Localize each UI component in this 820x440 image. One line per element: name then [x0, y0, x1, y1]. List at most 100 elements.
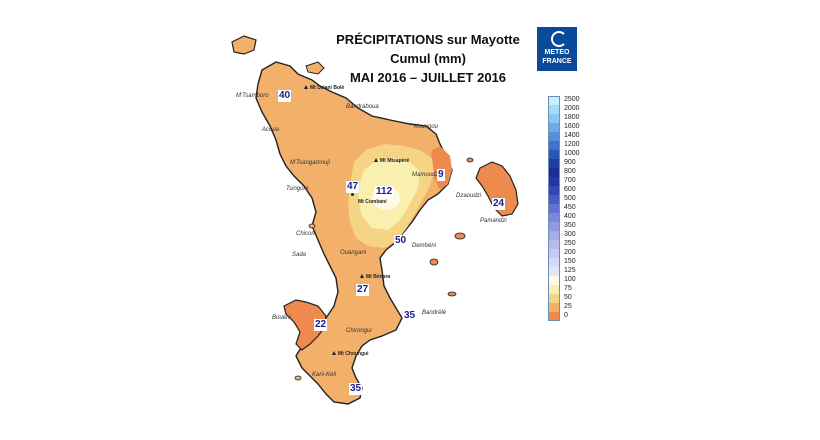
east-coast-zone	[430, 146, 452, 190]
place-koungou: Koungou	[414, 124, 439, 130]
logo-text-line1: METEO	[544, 49, 570, 56]
legend-label: 75	[564, 285, 572, 292]
legend-swatch	[548, 231, 560, 240]
legend-row: 150	[548, 258, 608, 267]
map-title: PRÉCIPITATIONS sur Mayotte	[336, 32, 520, 47]
legend-swatch	[548, 168, 560, 177]
peak-choungui: Mt Choungui	[338, 351, 369, 357]
legend-row: 1800	[548, 114, 608, 123]
place-ouangani: Ouangani	[340, 250, 367, 256]
legend-label: 2000	[564, 105, 580, 112]
legend-swatch	[548, 96, 560, 105]
legend-swatch	[548, 294, 560, 303]
peak-combani: Mt Combani	[358, 199, 387, 205]
station-value: 47	[346, 181, 360, 193]
legend-label: 800	[564, 168, 576, 175]
place-dembeni: Dembéni	[412, 243, 437, 249]
islet-e	[308, 223, 316, 229]
legend-swatch	[548, 159, 560, 168]
legend-row: 2000	[548, 105, 608, 114]
legend-swatch	[548, 258, 560, 267]
legend-label: 200	[564, 249, 576, 256]
place-pamandzi: Pamandzi	[480, 218, 507, 224]
legend-label: 350	[564, 222, 576, 229]
map-period: MAI 2016 – JUILLET 2016	[349, 70, 507, 85]
place-bandrele: Bandrélé	[422, 310, 447, 316]
legend-swatch	[548, 114, 560, 123]
legend-label: 1400	[564, 132, 580, 139]
legend-label: 1200	[564, 141, 580, 148]
station-value: 35	[403, 310, 417, 322]
legend-row: 125	[548, 267, 608, 276]
legend-label: 300	[564, 231, 576, 238]
place-chirongui: Chirongui	[346, 328, 372, 334]
legend-row: 1600	[548, 123, 608, 132]
station-value: 112	[375, 186, 394, 198]
legend-swatch	[548, 312, 560, 321]
legend-swatch	[548, 105, 560, 114]
legend-row: 500	[548, 195, 608, 204]
place-mamoudzou: Mamoudzou	[412, 172, 446, 178]
legend-swatch	[548, 276, 560, 285]
islet-a	[454, 232, 466, 240]
peak-marker-icon	[360, 274, 364, 278]
islet-f	[294, 375, 302, 381]
legend-label: 1000	[564, 150, 580, 157]
legend-row: 25	[548, 303, 608, 312]
legend-swatch	[548, 213, 560, 222]
place-mtsangamouji: M'Tsangamouji	[290, 160, 330, 166]
legend-swatch	[548, 123, 560, 132]
legend-row: 1000	[548, 150, 608, 159]
legend-row: 800	[548, 168, 608, 177]
legend-swatch	[548, 186, 560, 195]
legend-row: 50	[548, 294, 608, 303]
peak-mtsapere: Mt Mtsapéré	[380, 158, 410, 164]
islet-d	[466, 157, 474, 163]
legend-swatch	[548, 222, 560, 231]
map-title-block: PRÉCIPITATIONS sur Mayotte Cumul (mm) MA…	[330, 30, 526, 87]
islet-c	[447, 291, 457, 297]
place-boueni: Bouéni	[272, 315, 291, 321]
legend-label: 900	[564, 159, 576, 166]
legend-label: 450	[564, 204, 576, 211]
legend-label: 125	[564, 267, 576, 274]
legend-row: 1200	[548, 141, 608, 150]
legend-label: 700	[564, 177, 576, 184]
legend-swatch	[548, 249, 560, 258]
legend-row: 75	[548, 285, 608, 294]
peak-marker-icon	[304, 85, 308, 89]
peak-dziani-bole: Mt Dziani Bolé	[310, 85, 345, 91]
place-acoua: Acoua	[262, 127, 280, 133]
legend-swatch	[548, 267, 560, 276]
station-value: 50	[394, 235, 408, 247]
logo-emblem-icon	[551, 31, 567, 47]
legend-row: 700	[548, 177, 608, 186]
legend-label: 25	[564, 303, 572, 310]
legend-swatch	[548, 177, 560, 186]
legend-label: 0	[564, 312, 568, 319]
islet-b	[429, 258, 439, 266]
station-value: 24	[492, 198, 506, 210]
north-islet-2	[305, 61, 325, 75]
station-value: 40	[278, 90, 292, 102]
peak-marker-icon	[374, 158, 378, 162]
legend-swatch	[548, 285, 560, 294]
legend-row: 900	[548, 159, 608, 168]
legend-row: 350	[548, 222, 608, 231]
map-subtitle: Cumul (mm)	[390, 51, 466, 66]
boueni-peninsula	[283, 299, 327, 351]
legend-row: 1400	[548, 132, 608, 141]
legend-swatch	[548, 141, 560, 150]
legend-label: 600	[564, 186, 576, 193]
place-tsingoni: Tsingoni	[286, 186, 309, 192]
legend-swatch	[548, 204, 560, 213]
legend-label: 500	[564, 195, 576, 202]
place-kani-keli: Kani-Kéli	[312, 372, 337, 378]
petite-terre-island	[475, 161, 519, 217]
legend-row: 450	[548, 204, 608, 213]
peak-benara: Mt Bénara	[366, 274, 391, 280]
station-dot	[351, 193, 354, 196]
legend-swatch	[548, 240, 560, 249]
legend-label: 100	[564, 276, 576, 283]
